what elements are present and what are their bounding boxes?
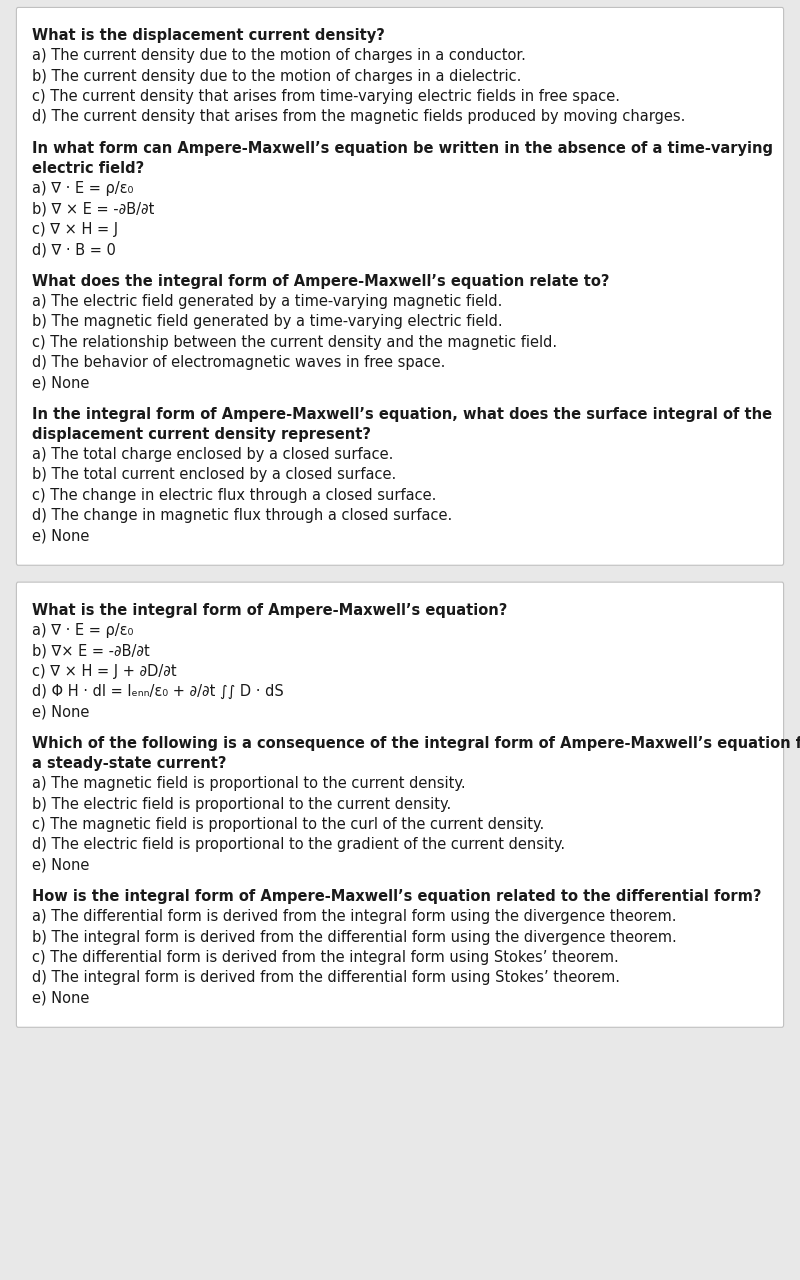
Text: electric field?: electric field? xyxy=(32,161,144,175)
Text: e) None: e) None xyxy=(32,858,90,873)
Text: c) The change in electric flux through a closed surface.: c) The change in electric flux through a… xyxy=(32,488,436,503)
Text: What is the displacement current density?: What is the displacement current density… xyxy=(32,28,385,44)
Text: b) ∇ × E = -∂B/∂t: b) ∇ × E = -∂B/∂t xyxy=(32,201,154,216)
Text: a) The differential form is derived from the integral form using the divergence : a) The differential form is derived from… xyxy=(32,909,677,924)
Text: a) The total charge enclosed by a closed surface.: a) The total charge enclosed by a closed… xyxy=(32,447,394,462)
Text: e) None: e) None xyxy=(32,375,90,390)
Text: What is the integral form of Ampere-Maxwell’s equation?: What is the integral form of Ampere-Maxw… xyxy=(32,603,507,618)
FancyBboxPatch shape xyxy=(16,582,784,1028)
Text: c) The magnetic field is proportional to the curl of the current density.: c) The magnetic field is proportional to… xyxy=(32,817,544,832)
Text: d) The behavior of electromagnetic waves in free space.: d) The behavior of electromagnetic waves… xyxy=(32,355,446,370)
Text: b) The total current enclosed by a closed surface.: b) The total current enclosed by a close… xyxy=(32,467,396,483)
Text: e) None: e) None xyxy=(32,529,90,544)
Text: a) The current density due to the motion of charges in a conductor.: a) The current density due to the motion… xyxy=(32,49,526,63)
Text: c) The current density that arises from time-varying electric fields in free spa: c) The current density that arises from … xyxy=(32,88,620,104)
Text: c) ∇ × H = J: c) ∇ × H = J xyxy=(32,221,118,237)
Text: a) The magnetic field is proportional to the current density.: a) The magnetic field is proportional to… xyxy=(32,776,466,791)
Text: b) The magnetic field generated by a time-varying electric field.: b) The magnetic field generated by a tim… xyxy=(32,314,502,329)
Text: d) The integral form is derived from the differential form using Stokes’ theorem: d) The integral form is derived from the… xyxy=(32,970,620,986)
Text: b) The electric field is proportional to the current density.: b) The electric field is proportional to… xyxy=(32,796,451,812)
Text: c) ∇ × H = J + ∂D/∂t: c) ∇ × H = J + ∂D/∂t xyxy=(32,663,177,678)
Text: d) The current density that arises from the magnetic fields produced by moving c: d) The current density that arises from … xyxy=(32,109,686,124)
Text: c) The differential form is derived from the integral form using Stokes’ theorem: c) The differential form is derived from… xyxy=(32,950,618,965)
Text: In what form can Ampere-Maxwell’s equation be written in the absence of a time-v: In what form can Ampere-Maxwell’s equati… xyxy=(32,141,773,156)
Text: What does the integral form of Ampere-Maxwell’s equation relate to?: What does the integral form of Ampere-Ma… xyxy=(32,274,610,288)
Text: c) The relationship between the current density and the magnetic field.: c) The relationship between the current … xyxy=(32,334,557,349)
Text: How is the integral form of Ampere-Maxwell’s equation related to the differentia: How is the integral form of Ampere-Maxwe… xyxy=(32,888,762,904)
Text: In the integral form of Ampere-Maxwell’s equation, what does the surface integra: In the integral form of Ampere-Maxwell’s… xyxy=(32,407,772,421)
Text: e) None: e) None xyxy=(32,704,90,719)
Text: a) The electric field generated by a time-varying magnetic field.: a) The electric field generated by a tim… xyxy=(32,294,502,308)
Text: e) None: e) None xyxy=(32,991,90,1005)
Text: d) ∇ · B = 0: d) ∇ · B = 0 xyxy=(32,242,116,257)
Text: b) ∇× E = -∂B/∂t: b) ∇× E = -∂B/∂t xyxy=(32,644,150,658)
Text: d) Φ H · dl = Iₑₙₙ/ε₀ + ∂/∂t ∫∫ D · dS: d) Φ H · dl = Iₑₙₙ/ε₀ + ∂/∂t ∫∫ D · dS xyxy=(32,684,284,699)
Text: Which of the following is a consequence of the integral form of Ampere-Maxwell’s: Which of the following is a consequence … xyxy=(32,736,800,750)
Text: a steady-state current?: a steady-state current? xyxy=(32,756,226,771)
Text: a) ∇ · E = ρ/ε₀: a) ∇ · E = ρ/ε₀ xyxy=(32,623,134,637)
FancyBboxPatch shape xyxy=(16,8,784,566)
Text: d) The electric field is proportional to the gradient of the current density.: d) The electric field is proportional to… xyxy=(32,837,565,852)
Text: a) ∇ · E = ρ/ε₀: a) ∇ · E = ρ/ε₀ xyxy=(32,182,134,196)
Text: d) The change in magnetic flux through a closed surface.: d) The change in magnetic flux through a… xyxy=(32,508,452,524)
Text: b) The current density due to the motion of charges in a dielectric.: b) The current density due to the motion… xyxy=(32,69,522,83)
Text: b) The integral form is derived from the differential form using the divergence : b) The integral form is derived from the… xyxy=(32,929,677,945)
Text: displacement current density represent?: displacement current density represent? xyxy=(32,428,371,442)
